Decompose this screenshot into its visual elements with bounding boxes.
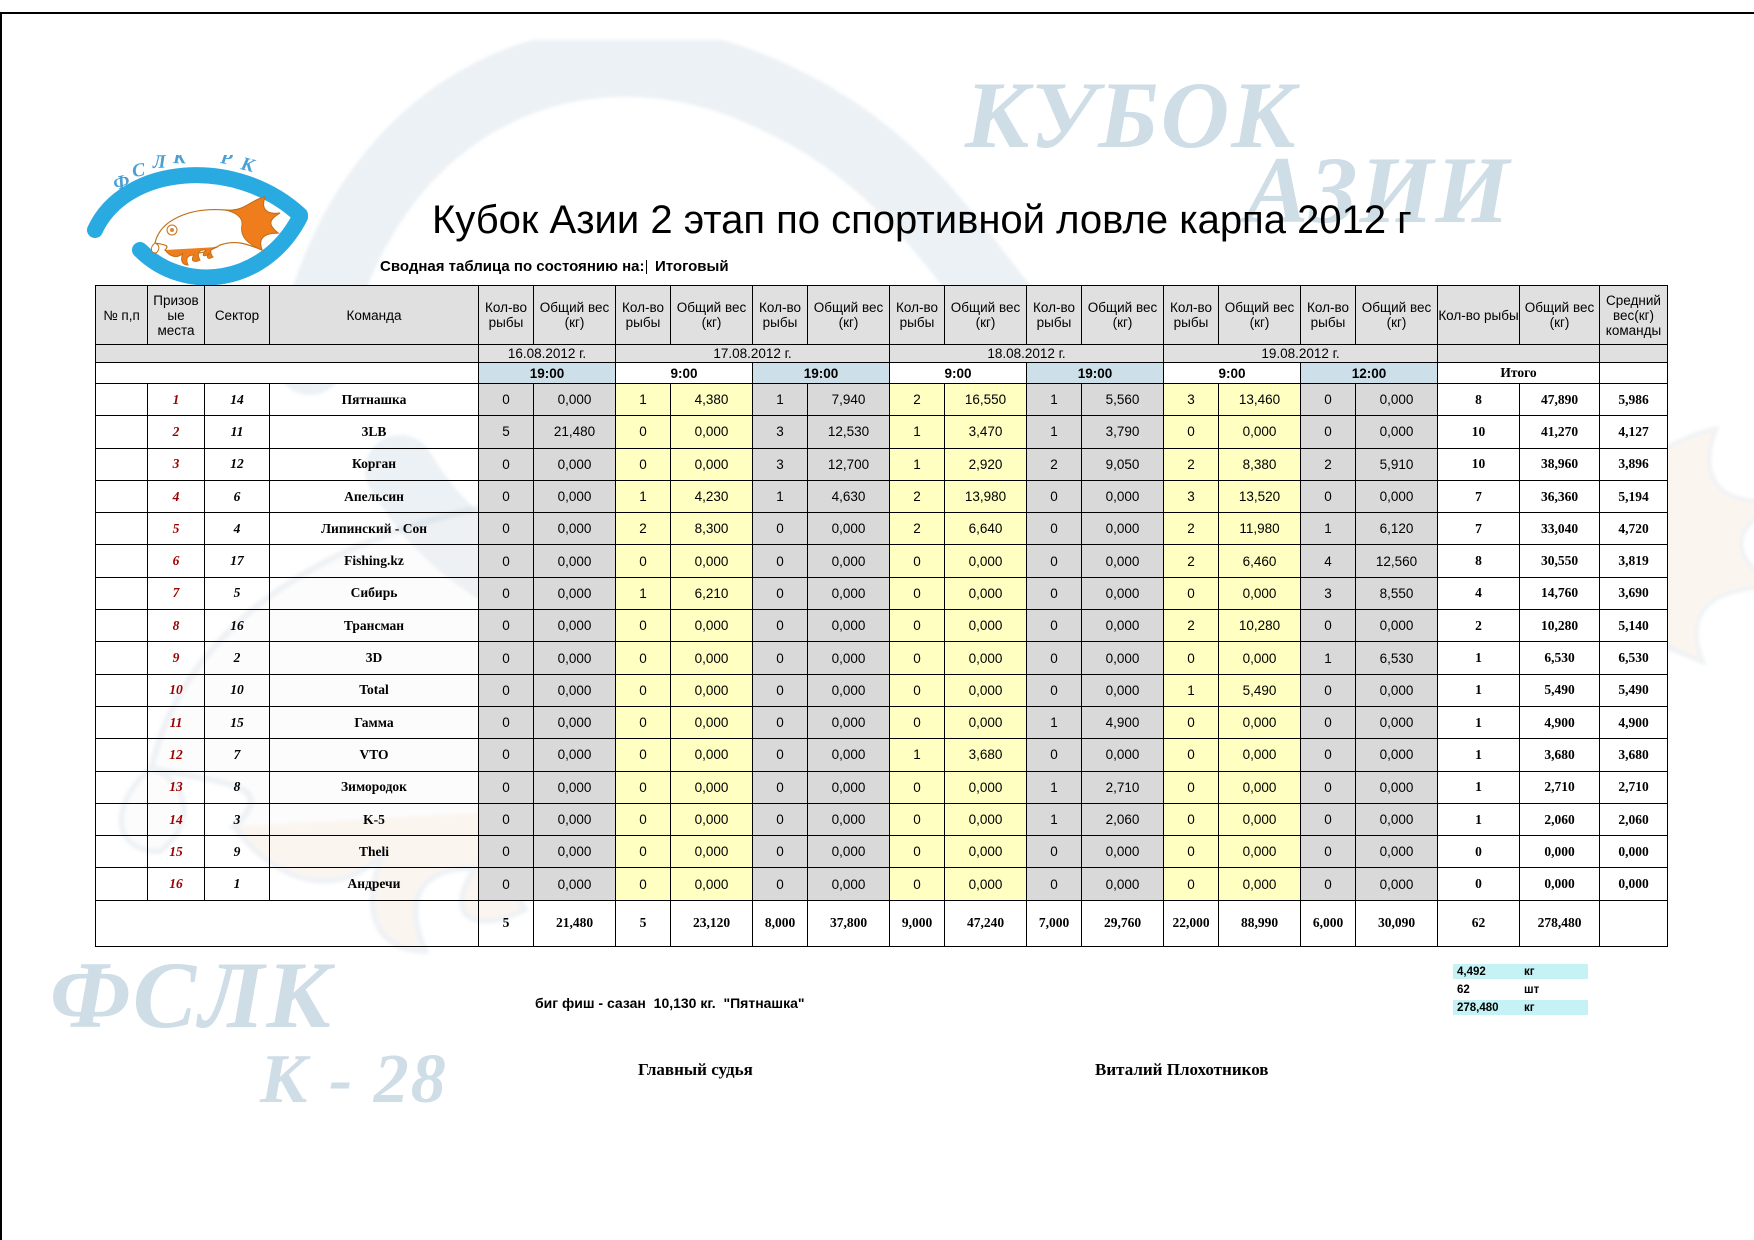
svg-text:Ф: Ф xyxy=(111,171,132,195)
svg-text:С: С xyxy=(131,159,147,182)
svg-text:К: К xyxy=(238,155,258,177)
svg-text:Л: Л xyxy=(151,155,167,173)
svg-text:Р: Р xyxy=(218,155,234,170)
svg-text:К: К xyxy=(172,155,188,168)
